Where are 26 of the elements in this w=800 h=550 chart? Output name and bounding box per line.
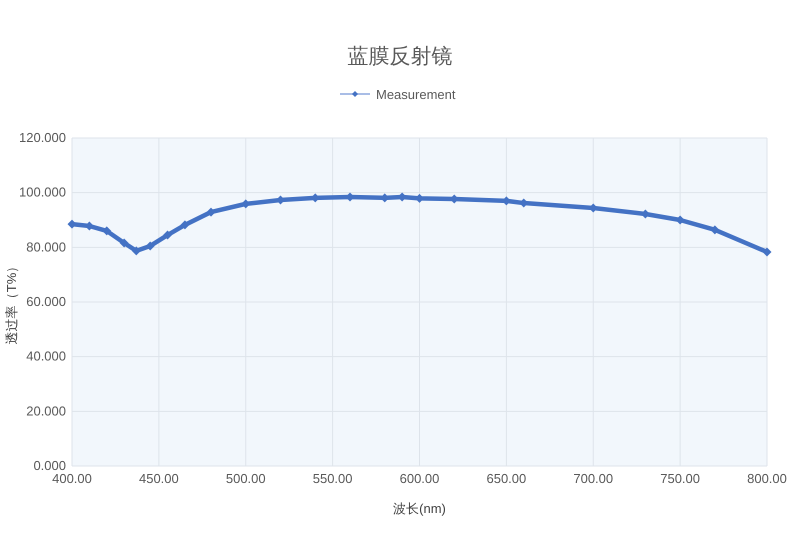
point	[120, 238, 129, 248]
point	[180, 220, 190, 230]
point	[132, 246, 141, 256]
y-tick-label: 0.000	[33, 458, 66, 473]
chart-title: 蓝膜反射镜	[348, 45, 452, 68]
x-tick-label: 650.00	[486, 471, 526, 486]
x-tick-label: 450.00	[138, 471, 179, 486]
point	[762, 247, 772, 256]
y-tick-label: 60.000	[26, 294, 66, 309]
y-tick-label: 40.000	[26, 348, 66, 364]
y-tick-label: 80.000	[26, 239, 66, 254]
point	[163, 230, 172, 240]
x-axis-title: 波长(nm)	[393, 501, 446, 516]
point	[146, 241, 155, 250]
x-tick-label: 700.00	[573, 471, 614, 486]
x-tick-label: 600.00	[400, 471, 440, 486]
x-tick-label: 750.00	[660, 471, 700, 486]
x-tick-label: 800.00	[747, 471, 787, 486]
x-tick-label: 500.00	[226, 471, 266, 486]
x-tick-label: 550.00	[312, 471, 353, 486]
y-tick-label: 20.000	[26, 403, 66, 418]
y-tick-label: 120.000	[19, 130, 66, 145]
y-axis-title: 透过率（T%）	[4, 260, 19, 344]
y-tick-label: 100.000	[19, 184, 66, 200]
x-tick-label: 400.00	[52, 471, 92, 486]
legend-label: Measurement	[376, 87, 456, 102]
